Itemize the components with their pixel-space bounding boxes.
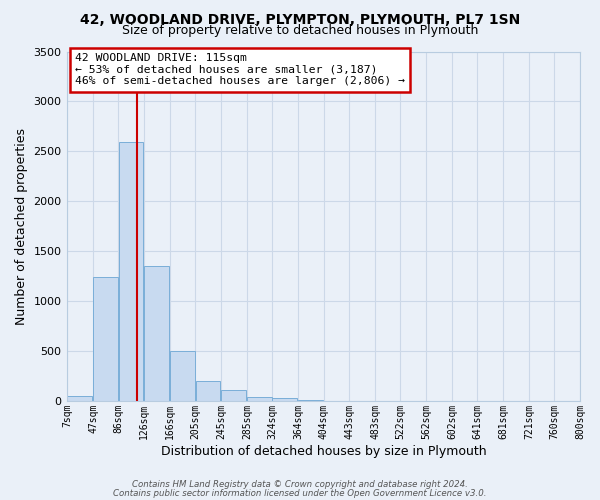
Text: Contains HM Land Registry data © Crown copyright and database right 2024.: Contains HM Land Registry data © Crown c… — [132, 480, 468, 489]
Text: Size of property relative to detached houses in Plymouth: Size of property relative to detached ho… — [122, 24, 478, 37]
Bar — [145, 266, 169, 401]
Bar — [247, 397, 272, 401]
Bar — [94, 277, 118, 401]
Bar — [221, 390, 246, 401]
Bar — [170, 351, 195, 401]
Text: Contains public sector information licensed under the Open Government Licence v3: Contains public sector information licen… — [113, 489, 487, 498]
X-axis label: Distribution of detached houses by size in Plymouth: Distribution of detached houses by size … — [161, 444, 487, 458]
Y-axis label: Number of detached properties: Number of detached properties — [15, 128, 28, 324]
Text: 42 WOODLAND DRIVE: 115sqm
← 53% of detached houses are smaller (3,187)
46% of se: 42 WOODLAND DRIVE: 115sqm ← 53% of detac… — [75, 53, 405, 86]
Text: 42, WOODLAND DRIVE, PLYMPTON, PLYMOUTH, PL7 1SN: 42, WOODLAND DRIVE, PLYMPTON, PLYMOUTH, … — [80, 12, 520, 26]
Bar — [119, 142, 143, 401]
Bar — [196, 382, 220, 401]
Bar — [272, 398, 297, 401]
Bar — [67, 396, 92, 401]
